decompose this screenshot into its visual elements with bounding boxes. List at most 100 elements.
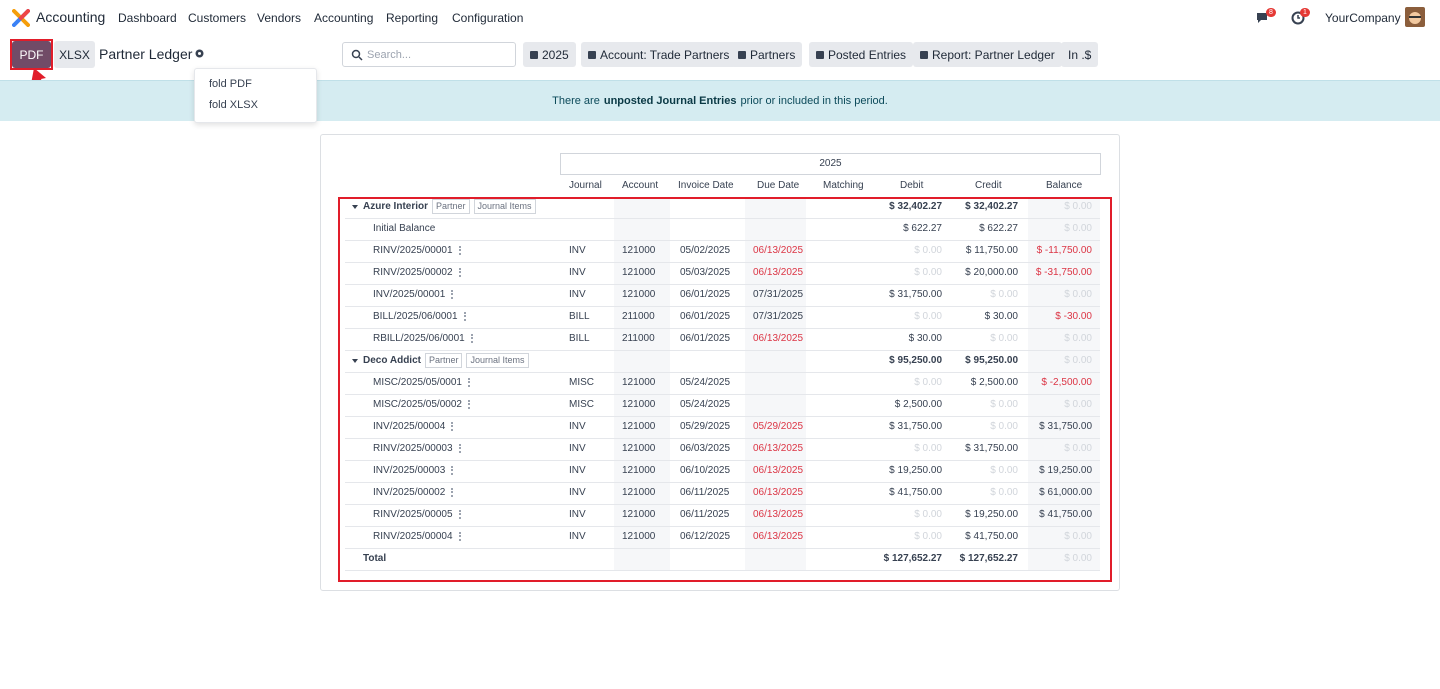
line-name[interactable]: MISC/2025/05/0001 [373,377,462,388]
amount-cell: $ -31,750.00 [1035,267,1092,278]
filter-button[interactable]: Account: Trade Partners [581,42,737,67]
line-name[interactable]: INV/2025/00001 [373,289,446,300]
search-box[interactable]: Search... [342,42,516,67]
highlight-box [10,39,53,70]
line-name[interactable]: INV/2025/00004 [373,421,446,432]
line-name[interactable]: RINV/2025/00004 [373,531,453,542]
row-separator [345,526,1100,527]
row-separator [345,218,1100,219]
filter-button[interactable]: Report: Partner Ledger [913,42,1062,67]
settings-gear[interactable] [194,48,205,59]
line-name[interactable]: MISC/2025/05/0002 [373,399,462,410]
activity-icon[interactable] [1291,11,1305,25]
messages-icon[interactable] [1256,11,1270,24]
line-menu-dots[interactable] [458,510,461,519]
column-shade [1028,197,1100,571]
account-cell: 121000 [622,465,656,476]
line-menu-dots[interactable] [458,246,461,255]
menu-item[interactable]: Vendors [257,11,302,25]
filter-icon [588,50,596,59]
pdf-button[interactable]: PDF [12,41,51,68]
line-name[interactable]: RBILL/2025/06/0001 [373,333,465,344]
menu-item[interactable]: Dashboard [118,11,177,25]
row-separator [345,350,1100,351]
account-cell: 121000 [622,421,656,432]
filter-button[interactable]: Posted Entries [809,42,914,67]
invoice-date-cell: 06/01/2025 [680,333,731,344]
partner-tag[interactable]: Journal Items [473,199,536,214]
line-name[interactable]: RINV/2025/00003 [373,443,453,454]
amount-cell: $ -11,750.00 [1036,245,1092,256]
amount-cell: $ 0.00 [914,443,942,454]
menu-item[interactable]: Reporting [386,11,439,25]
partner-tag[interactable]: Journal Items [466,353,529,368]
line-name[interactable]: RINV/2025/00001 [373,245,453,256]
column-header: Journal [569,180,602,191]
amount-cell: $ 2,500.00 [894,399,942,410]
amount-cell: $ 0.00 [1064,223,1092,234]
line-name[interactable]: Initial Balance [373,223,436,234]
alert-link[interactable]: unposted Journal Entries [603,95,737,107]
xlsx-button[interactable]: XLSX [54,41,95,68]
filter-label: In .$ [1068,47,1092,62]
invoice-date-cell: 06/10/2025 [680,465,731,476]
amount-cell: $ 0.00 [914,377,942,388]
amount-cell: $ 61,000.00 [1039,487,1092,498]
row-separator [345,372,1100,373]
filter-button[interactable]: Partners [731,42,803,67]
line-menu-dots[interactable] [467,400,470,409]
partner-tag[interactable]: Partner [432,199,470,214]
account-cell: 121000 [622,443,656,454]
avatar[interactable] [1405,7,1425,27]
line-menu-dots[interactable] [458,444,461,453]
line-name[interactable]: INV/2025/00002 [373,487,446,498]
line-menu-dots[interactable] [451,422,454,431]
row-separator [345,570,1100,571]
line-menu-dots[interactable] [451,488,454,497]
line-name[interactable]: INV/2025/00003 [373,465,446,476]
amount-cell: $ 0.00 [1064,201,1092,212]
company-name[interactable]: YourCompany [1325,11,1401,25]
filter-label: Account: Trade Partners [600,47,730,62]
dropdown-item[interactable]: fold PDF [209,78,252,90]
amount-cell: $ 127,652.27 [959,553,1018,564]
menu-item[interactable]: Configuration [452,11,524,25]
row-separator [345,240,1100,241]
partner-tag[interactable]: Partner [424,353,463,368]
dropdown-item[interactable]: fold XLSX [209,99,258,111]
row-separator [345,504,1100,505]
amount-cell: $ 20,000.00 [965,267,1018,278]
line-menu-dots[interactable] [451,466,454,475]
amount-cell: $ 0.00 [1064,289,1092,300]
filter-button[interactable]: 2025 [523,42,576,67]
invoice-date-cell: 05/24/2025 [680,399,731,410]
line-name[interactable]: BILL/2025/06/0001 [373,311,458,322]
menu-item[interactable]: Accounting [314,11,374,25]
account-cell: 121000 [622,289,656,300]
column-header: Balance [1046,180,1083,191]
caret[interactable] [352,359,358,363]
partner-group[interactable]: Azure Interior Partner Journal Items [363,196,536,218]
line-menu-dots[interactable] [463,312,466,321]
alert-text: There are [552,95,600,107]
due-date-cell: 06/13/2025 [753,245,804,256]
activity-badge: 1 [1300,8,1310,17]
amount-cell: $ 31,750.00 [889,421,942,432]
menu-item[interactable]: Customers [188,11,247,25]
line-name[interactable]: RINV/2025/00002 [373,267,453,278]
line-menu-dots[interactable] [470,334,473,343]
due-date-cell: 07/31/2025 [753,311,804,322]
caret[interactable] [352,205,358,209]
app-name[interactable]: Accounting [36,9,106,25]
amount-cell: $ 31,750.00 [889,289,942,300]
line-menu-dots[interactable] [458,268,461,277]
report-card [320,134,1120,591]
filter-button[interactable]: In .$ [1061,42,1099,67]
line-menu-dots[interactable] [458,532,461,541]
line-name[interactable]: RINV/2025/00005 [373,509,453,520]
partner-group[interactable]: Deco Addict Partner Journal Items [363,350,529,372]
row-separator [345,284,1100,285]
due-date-cell: 06/13/2025 [753,465,804,476]
line-menu-dots[interactable] [467,378,470,387]
line-menu-dots[interactable] [451,290,454,299]
